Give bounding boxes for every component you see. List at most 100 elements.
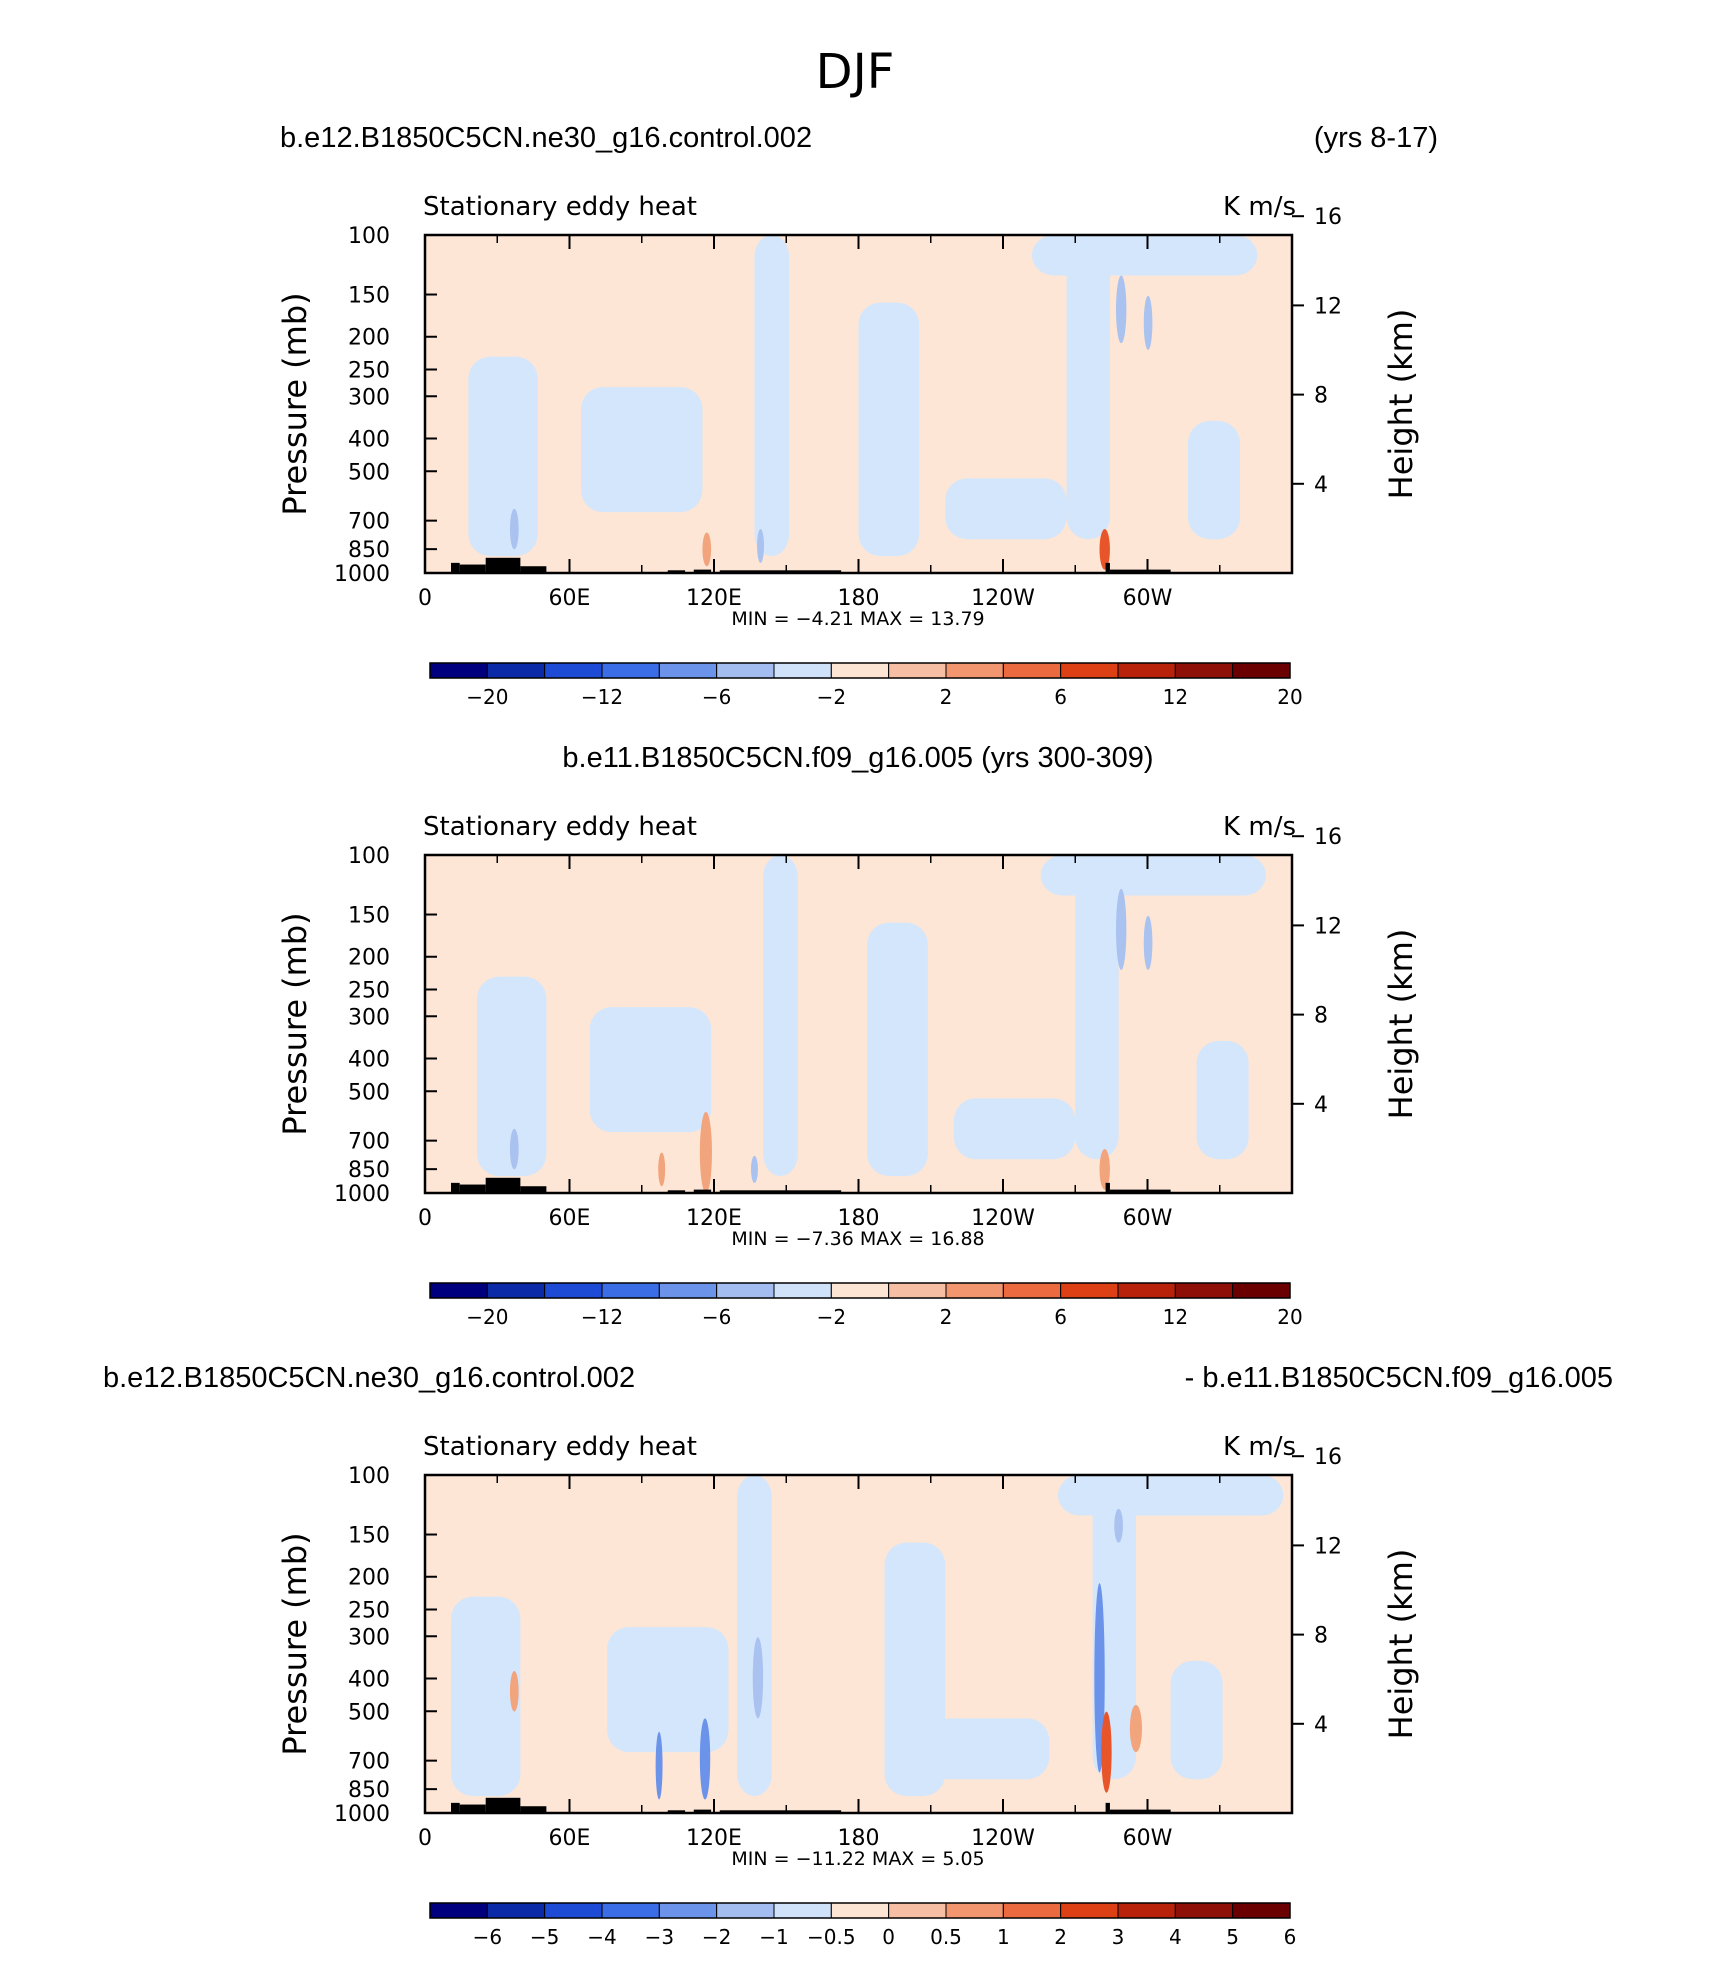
- y-axis-label: Pressure (mb): [276, 1532, 314, 1755]
- colorbar-swatch: [486, 662, 546, 679]
- contour-positive-10: [962, 855, 1015, 906]
- y-axis-label-right: Height (km): [1382, 1549, 1420, 1740]
- contour-negative-6: [1170, 1660, 1223, 1780]
- y-axis-label: Pressure (mb): [276, 292, 314, 515]
- contour-negative-5: [1066, 251, 1110, 540]
- y-right-tick-label: 16: [1314, 825, 1342, 850]
- colorbar-swatch: [601, 1282, 660, 1299]
- y-tick-label: 500: [348, 1080, 390, 1105]
- contour-positive-1: [459, 888, 495, 974]
- contour-positive-7: [823, 855, 859, 916]
- contour-negative-6: [1196, 1040, 1249, 1160]
- topography-0: [451, 1182, 460, 1193]
- colorbar-swatch: [486, 1902, 546, 1919]
- contour-extreme-0: [1115, 275, 1127, 344]
- colorbar-label: −2: [817, 685, 846, 709]
- colorbar-label: 12: [1163, 1305, 1188, 1329]
- y-right-tick-label: 8: [1314, 1004, 1328, 1029]
- x-tick-label: 120E: [686, 1206, 742, 1231]
- contour-extreme-3: [752, 1637, 764, 1719]
- colorbar-label: 20: [1277, 685, 1302, 709]
- contour-negative-3: [858, 302, 920, 557]
- y-tick-label: 250: [348, 979, 390, 1004]
- contour-positive-13: [1248, 235, 1292, 252]
- contour-negative-0: [451, 1596, 521, 1797]
- contour-negative-7: [1040, 855, 1266, 896]
- contour-positive-9: [919, 871, 1076, 974]
- contour-positive-10: [962, 1475, 1015, 1526]
- y-right-tick-label: 12: [1314, 294, 1342, 319]
- contour-negative-5: [1075, 871, 1119, 1160]
- topography-8: [1109, 1189, 1171, 1193]
- colorbar-label: −4: [587, 1925, 616, 1949]
- colorbar-label: −20: [466, 685, 508, 709]
- y-tick-label: 500: [348, 460, 390, 485]
- contour-positive-0: [425, 235, 460, 279]
- topography-3: [520, 1806, 547, 1813]
- topography-3: [520, 1186, 547, 1193]
- colorbar-label: 20: [1277, 1305, 1302, 1329]
- contour-negative-1: [581, 387, 703, 513]
- topography-8: [1109, 569, 1171, 573]
- colorbar-label: 0: [882, 1925, 895, 1949]
- x-tick-label: 120E: [686, 586, 742, 611]
- x-tick-label: 60W: [1123, 1826, 1173, 1851]
- y-tick-label: 300: [348, 385, 390, 410]
- colorbar-swatch: [429, 1282, 488, 1299]
- x-tick-label: 0: [418, 1826, 432, 1851]
- min-max-label: MIN = −4.21 MAX = 13.79: [731, 608, 984, 630]
- colorbar-label: 6: [1054, 685, 1067, 709]
- colorbar-swatch: [544, 662, 603, 679]
- colorbar-swatch: [773, 662, 832, 679]
- colorbar-swatch: [888, 1902, 947, 1919]
- topography-6: [719, 570, 842, 573]
- contour-negative-1: [607, 1627, 729, 1753]
- contour-negative-3: [867, 922, 928, 1177]
- colorbar-swatch: [1002, 662, 1062, 679]
- contour-negative-0: [468, 356, 538, 557]
- colorbar-frame: [429, 1902, 1291, 1919]
- colorbar-swatch: [1174, 1902, 1234, 1919]
- colorbar-swatch: [429, 1902, 488, 1919]
- contour-extreme-4: [699, 1718, 711, 1800]
- y-tick-label: 850: [348, 538, 390, 563]
- y-right-tick-label: 8: [1314, 1624, 1328, 1649]
- x-tick-label: 180: [838, 586, 880, 611]
- colorbar-swatch: [658, 1902, 718, 1919]
- topography-7: [1105, 1182, 1110, 1193]
- contour-extreme-2: [1099, 1149, 1110, 1190]
- colorbar-swatch: [716, 1282, 775, 1299]
- contour-extreme-6: [750, 1155, 758, 1183]
- panel-control: b.e12.B1850C5CN.ne30_g16.control.002 (yrs…: [276, 122, 1438, 709]
- contour-positive-12: [1170, 285, 1266, 388]
- y-right-tick-label: 8: [1314, 384, 1328, 409]
- colorbar-swatch: [1117, 662, 1176, 679]
- y-right-tick-label: 16: [1314, 205, 1342, 230]
- y-tick-label: 500: [348, 1700, 390, 1725]
- contour-positive-0: [425, 855, 460, 899]
- colorbar-label: −2: [702, 1925, 731, 1949]
- colorbar-swatch: [888, 1282, 947, 1299]
- topography-0: [451, 562, 460, 573]
- colorbar-swatch: [1060, 1282, 1119, 1299]
- contour-positive-7: [823, 1475, 859, 1536]
- topography-8: [1109, 1809, 1171, 1813]
- colorbar-label: 5: [1226, 1925, 1239, 1949]
- contour-extreme-2: [1099, 529, 1110, 570]
- contour-negative-4: [927, 1718, 1050, 1780]
- y-tick-label: 700: [348, 1750, 390, 1775]
- contour-negative-4: [953, 1098, 1076, 1160]
- colorbar-label: 0.5: [930, 1925, 962, 1949]
- panel-title-left: b.e12.B1850C5CN.ne30_g16.control.002: [280, 122, 812, 154]
- x-tick-label: 60W: [1123, 586, 1173, 611]
- x-tick-label: 120E: [686, 1826, 742, 1851]
- x-tick-label: 0: [418, 586, 432, 611]
- y-right-tick-label: 12: [1314, 1534, 1342, 1559]
- colorbar-swatch: [1060, 1902, 1119, 1919]
- colorbar-swatch: [658, 1282, 718, 1299]
- colorbar-label: −1: [759, 1925, 788, 1949]
- contour-positive-4: [563, 871, 660, 1008]
- contour-extreme-3: [699, 1111, 712, 1193]
- colorbar-frame: [429, 1282, 1291, 1299]
- colorbar-swatch: [1002, 1282, 1062, 1299]
